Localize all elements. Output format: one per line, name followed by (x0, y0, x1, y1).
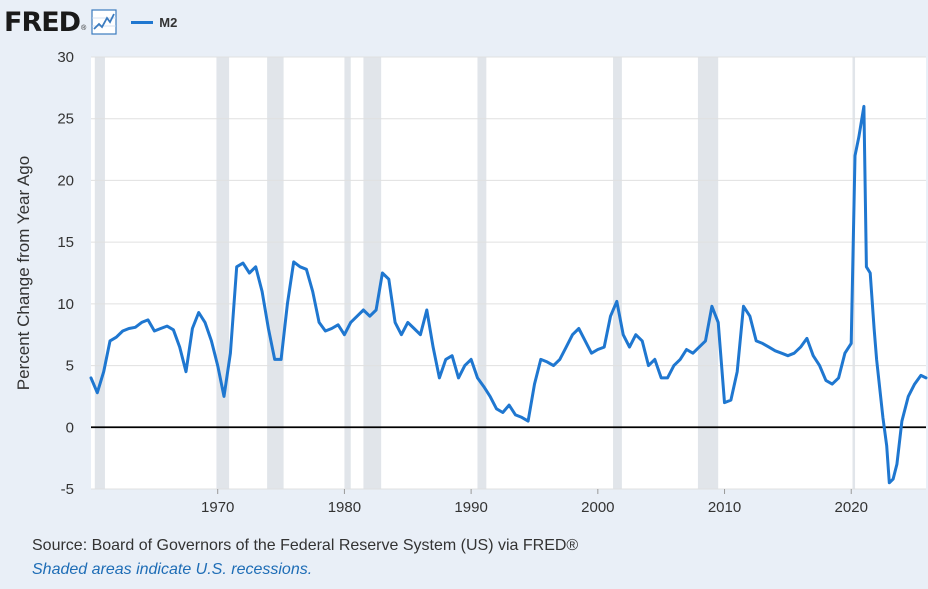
recession-band-5 (477, 57, 487, 489)
y-tick-label: 30 (57, 49, 74, 66)
x-tick-label: 1990 (454, 499, 487, 516)
y-tick-label: 5 (66, 358, 74, 375)
y-tick-label: 0 (66, 419, 74, 436)
recession-band-0 (94, 57, 105, 489)
recession-band-7 (697, 57, 719, 489)
x-tick-label: 1970 (201, 499, 234, 516)
chart-line-icon (91, 9, 117, 35)
fred-logo[interactable]: FRED (4, 6, 81, 38)
x-tick-label: 2010 (708, 499, 741, 516)
footer: Source: Board of Governors of the Federa… (32, 537, 578, 579)
x-tick-label: 1980 (328, 499, 361, 516)
fred-logo-registered-mark: ® (81, 24, 87, 32)
legend-label-m2: M2 (159, 14, 178, 30)
y-tick-label: 10 (57, 296, 74, 313)
legend-swatch-m2 (131, 20, 154, 24)
recession-note: Shaded areas indicate U.S. recessions. (32, 561, 313, 578)
source-text: Source: Board of Governors of the Federa… (32, 537, 579, 554)
y-axis-label: Percent Change from Year Ago (14, 156, 33, 390)
plot-area (91, 57, 926, 489)
recession-band-2 (267, 57, 284, 489)
recession-band-6 (613, 57, 622, 489)
y-tick-label: 15 (57, 234, 74, 251)
recession-band-3 (344, 57, 351, 489)
x-tick-label: 2000 (581, 499, 614, 516)
y-axis-ticks: 30 25 20 15 10 5 0 -5 (57, 49, 74, 498)
grid-lines (91, 56, 926, 490)
x-axis-ticks: 1970 1980 1990 2000 2010 2020 (201, 489, 868, 516)
recession-band-4 (363, 57, 382, 489)
chart-legend[interactable]: M2 (131, 15, 177, 30)
y-tick-label: 20 (57, 172, 74, 189)
header: FRED ® M2 (4, 6, 177, 38)
x-tick-label: 2020 (835, 499, 868, 516)
recession-band-1 (216, 57, 230, 489)
y-tick-label: 25 (57, 111, 74, 128)
series-line-m2[interactable] (89, 104, 928, 485)
y-tick-label: -5 (61, 481, 74, 498)
recession-shading (94, 57, 856, 489)
